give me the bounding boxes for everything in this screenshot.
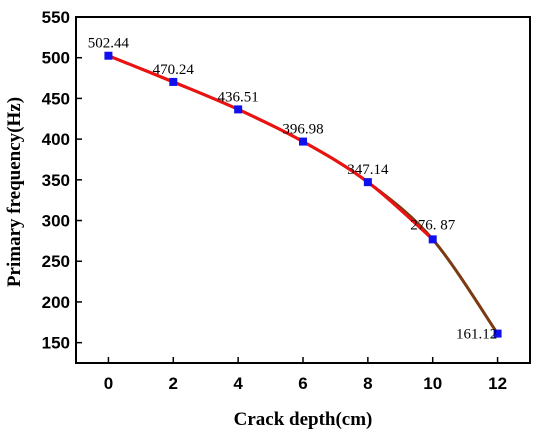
data-value-label: 161.12 (456, 327, 497, 343)
y-tick-label: 500 (42, 49, 70, 68)
y-tick-label: 150 (42, 334, 70, 353)
y-tick-label: 200 (42, 293, 70, 312)
data-point-marker (428, 235, 437, 244)
y-axis-ticks: 150 200 250 300 350 400 450 500 550 (42, 8, 82, 353)
data-labels: 502.44 470.24 436.51 396.98 347.14 276. 87 161… (88, 36, 497, 343)
x-tick-label: 6 (298, 374, 307, 393)
series-markers (104, 51, 502, 338)
y-axis-title: Primary frequency(Hz) (4, 97, 25, 287)
series-line (107, 54, 434, 241)
y-tick-label: 250 (42, 252, 70, 271)
x-axis-ticks: 0 2 4 6 8 10 12 (104, 357, 507, 393)
series-lines (107, 54, 499, 335)
data-value-label: 396.98 (282, 122, 323, 138)
data-point-marker (169, 77, 178, 86)
x-tick-label: 2 (169, 374, 178, 393)
data-point-marker (234, 105, 243, 114)
x-tick-label: 4 (233, 374, 243, 393)
x-tick-label: 8 (363, 374, 372, 393)
data-point-marker (104, 51, 113, 60)
y-tick-label: 350 (42, 171, 70, 190)
data-value-label: 276. 87 (410, 217, 456, 233)
data-value-label: 502.44 (88, 36, 130, 52)
x-tick-label: 12 (488, 374, 507, 393)
data-point-marker (493, 329, 502, 338)
y-tick-label: 550 (42, 8, 70, 27)
data-value-label: 436.51 (218, 89, 259, 105)
y-tick-label: 300 (42, 212, 70, 231)
x-tick-label: 0 (104, 374, 113, 393)
data-point-marker (299, 137, 307, 146)
series-line-underlay (107, 54, 499, 335)
y-tick-label: 450 (42, 89, 70, 108)
data-value-label: 470.24 (153, 62, 195, 78)
data-value-label: 347.14 (347, 162, 389, 178)
data-point-marker (363, 178, 372, 187)
y-tick-label: 400 (42, 130, 70, 149)
x-axis-title: Crack depth(cm) (234, 409, 373, 430)
x-tick-label: 10 (423, 374, 442, 393)
